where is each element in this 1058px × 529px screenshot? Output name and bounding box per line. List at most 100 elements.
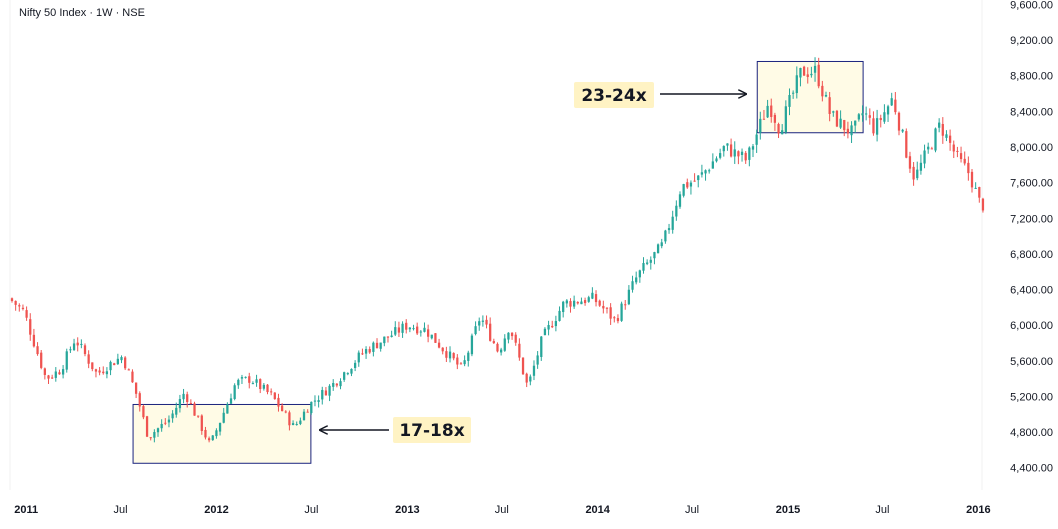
candle: [722, 145, 725, 157]
candle: [751, 143, 755, 158]
candle: [175, 402, 178, 418]
candle: [569, 298, 572, 313]
candle: [51, 374, 54, 379]
candle: [478, 317, 481, 331]
candle: [635, 271, 638, 285]
candle: [474, 321, 477, 336]
candle: [248, 372, 251, 389]
x-axis: 2011 Jul 2012 Jul 2013 Jul 2014 Jul 2015 Jul 2016: [14, 504, 990, 516]
candle: [467, 350, 470, 367]
candle: [270, 388, 273, 396]
candle: [91, 362, 94, 372]
candle: [956, 146, 959, 158]
candle: [879, 114, 882, 128]
candle: [218, 422, 222, 436]
candle: [540, 335, 543, 361]
annotation-label: 23-24x: [581, 86, 646, 106]
candle: [98, 367, 101, 376]
y-tick-label: 4,800.00: [1010, 427, 1053, 439]
candle: [167, 415, 171, 428]
valuation-zone-box: [756, 60, 864, 134]
candle: [426, 324, 430, 343]
x-tick-label: Jul: [304, 504, 318, 516]
candle: [215, 428, 218, 439]
y-tick-label: 9,600.00: [1010, 0, 1053, 11]
candle: [959, 146, 963, 163]
candle: [251, 381, 255, 385]
candle: [25, 306, 28, 321]
candle: [886, 104, 890, 122]
annotation-boxes: [132, 60, 864, 464]
candle: [726, 143, 729, 151]
candle: [802, 65, 806, 76]
candle: [186, 391, 189, 408]
candle: [565, 299, 568, 308]
candle: [558, 306, 561, 322]
candle: [861, 105, 864, 122]
candle: [733, 141, 736, 164]
candle: [638, 269, 641, 283]
candle: [40, 349, 43, 370]
candle: [470, 333, 474, 357]
candle: [200, 414, 203, 435]
candle: [821, 80, 824, 102]
candle: [412, 324, 415, 331]
candle: [894, 92, 897, 115]
candle: [974, 182, 977, 189]
candle: [277, 393, 280, 412]
candle: [843, 119, 846, 137]
candle: [646, 259, 649, 266]
candle: [364, 346, 368, 359]
candle: [262, 383, 265, 391]
candle: [591, 287, 594, 300]
candle: [521, 357, 525, 375]
candle: [664, 229, 667, 244]
candle: [510, 332, 514, 340]
y-tick-label: 8,800.00: [1010, 71, 1053, 83]
candlestick-series: [10, 57, 985, 443]
annotation-label-bg: [574, 82, 654, 108]
candle: [729, 138, 733, 158]
candle: [656, 243, 660, 254]
candle: [299, 417, 302, 426]
candle: [883, 104, 886, 124]
candle: [682, 183, 685, 198]
candle: [310, 401, 313, 415]
x-tick-label: 2015: [776, 504, 800, 516]
candle: [284, 410, 287, 414]
candle: [499, 347, 503, 356]
candle: [507, 332, 510, 344]
candle: [583, 297, 587, 306]
candle: [47, 374, 50, 384]
candle: [927, 142, 930, 154]
candle: [529, 374, 532, 386]
candle: [164, 418, 167, 426]
candle: [430, 334, 433, 340]
candle: [938, 118, 941, 133]
candle: [437, 338, 441, 349]
candle: [748, 146, 751, 167]
annotation-labels: 17-18x 23-24x: [320, 82, 746, 443]
candle: [207, 436, 211, 443]
candle: [353, 360, 357, 372]
candle: [357, 350, 360, 367]
candle: [759, 111, 762, 140]
candle: [36, 342, 39, 356]
candle: [554, 315, 558, 332]
candle: [773, 112, 777, 131]
candle: [386, 336, 390, 343]
candle: [109, 360, 112, 376]
candle: [627, 285, 631, 306]
candle: [620, 301, 623, 322]
candle: [105, 367, 109, 379]
y-tick-label: 7,600.00: [1010, 178, 1053, 190]
candle: [963, 151, 966, 166]
candle: [313, 395, 317, 407]
candle: [970, 169, 974, 193]
candle: [448, 346, 452, 363]
valuation-annotation: 23-24x: [574, 82, 746, 108]
candle: [72, 338, 76, 351]
candle: [295, 421, 298, 426]
candle: [547, 320, 550, 336]
candle: [61, 365, 65, 379]
